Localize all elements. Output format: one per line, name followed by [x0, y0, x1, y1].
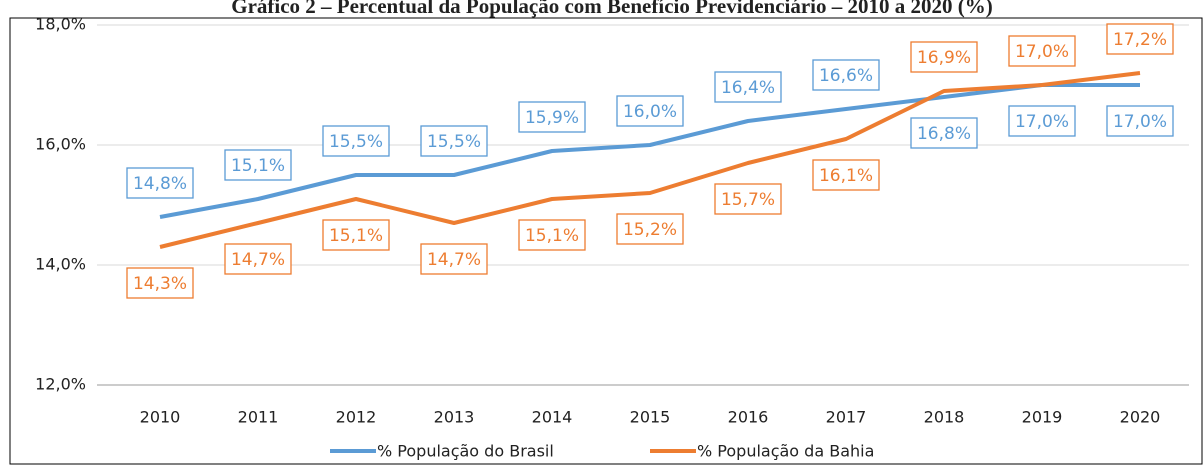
- data-label-box: [322, 125, 390, 157]
- data-label: 15,7%: [721, 190, 775, 210]
- data-label-box: [616, 213, 684, 245]
- x-tick-label: 2018: [924, 408, 965, 427]
- data-label-box: [518, 219, 586, 251]
- data-label: 15,2%: [623, 220, 677, 240]
- data-label: 16,0%: [623, 102, 677, 122]
- legend-label: % População do Brasil: [377, 442, 554, 461]
- data-label-box: [616, 95, 684, 127]
- data-label: 15,1%: [329, 226, 383, 246]
- data-label: 16,9%: [917, 48, 971, 68]
- data-label-box: [1106, 105, 1174, 137]
- data-label-box: [1008, 35, 1076, 67]
- data-label-box: [420, 125, 488, 157]
- data-label: 14,7%: [427, 250, 481, 270]
- data-label-box: [224, 149, 292, 181]
- data-label: 17,0%: [1015, 112, 1069, 132]
- series-line: [159, 83, 1140, 219]
- y-tick-label: 16,0%: [35, 135, 86, 154]
- data-label: 16,4%: [721, 78, 775, 98]
- data-label-box: [1106, 23, 1174, 55]
- x-tick-label: 2013: [434, 408, 475, 427]
- data-label: 14,7%: [231, 250, 285, 270]
- data-label: 17,0%: [1015, 42, 1069, 62]
- data-label: 16,8%: [917, 124, 971, 144]
- data-label-box: [518, 101, 586, 133]
- data-label-box: [224, 243, 292, 275]
- data-label: 15,1%: [231, 156, 285, 176]
- data-label-box: [126, 167, 194, 199]
- x-tick-label: 2015: [630, 408, 671, 427]
- data-label-box: [1008, 105, 1076, 137]
- data-label: 15,9%: [525, 108, 579, 128]
- x-tick-label: 2020: [1120, 408, 1161, 427]
- x-tick-label: 2012: [336, 408, 377, 427]
- chart-border: [9, 17, 1203, 465]
- data-label: 15,5%: [427, 132, 481, 152]
- data-label: 15,1%: [525, 226, 579, 246]
- y-tick-label: 14,0%: [35, 255, 86, 274]
- x-tick-label: 2014: [532, 408, 573, 427]
- data-label: 14,3%: [133, 274, 187, 294]
- data-label: 17,2%: [1113, 30, 1167, 50]
- x-tick-label: 2019: [1022, 408, 1063, 427]
- x-tick-label: 2010: [140, 408, 181, 427]
- x-tick-label: 2016: [728, 408, 769, 427]
- y-tick-label: 18,0%: [35, 15, 86, 34]
- data-label: 16,6%: [819, 66, 873, 86]
- data-label: 15,5%: [329, 132, 383, 152]
- data-label-box: [910, 41, 978, 73]
- x-tick-label: 2017: [826, 408, 867, 427]
- data-label-box: [322, 219, 390, 251]
- legend-label: % População da Bahia: [697, 442, 874, 461]
- chart-title: Gráfico 2 – Percentual da População com …: [231, 0, 993, 18]
- data-label-box: [126, 267, 194, 299]
- data-label-box: [714, 71, 782, 103]
- data-label-box: [910, 117, 978, 149]
- data-label: 17,0%: [1113, 112, 1167, 132]
- series-line: [159, 71, 1141, 249]
- data-label-box: [420, 243, 488, 275]
- data-label-box: [714, 183, 782, 215]
- y-tick-label: 12,0%: [35, 375, 86, 394]
- data-label-box: [812, 159, 880, 191]
- x-tick-label: 2011: [238, 408, 279, 427]
- data-label-box: [812, 59, 880, 91]
- data-label: 14,8%: [133, 174, 187, 194]
- data-label: 16,1%: [819, 166, 873, 186]
